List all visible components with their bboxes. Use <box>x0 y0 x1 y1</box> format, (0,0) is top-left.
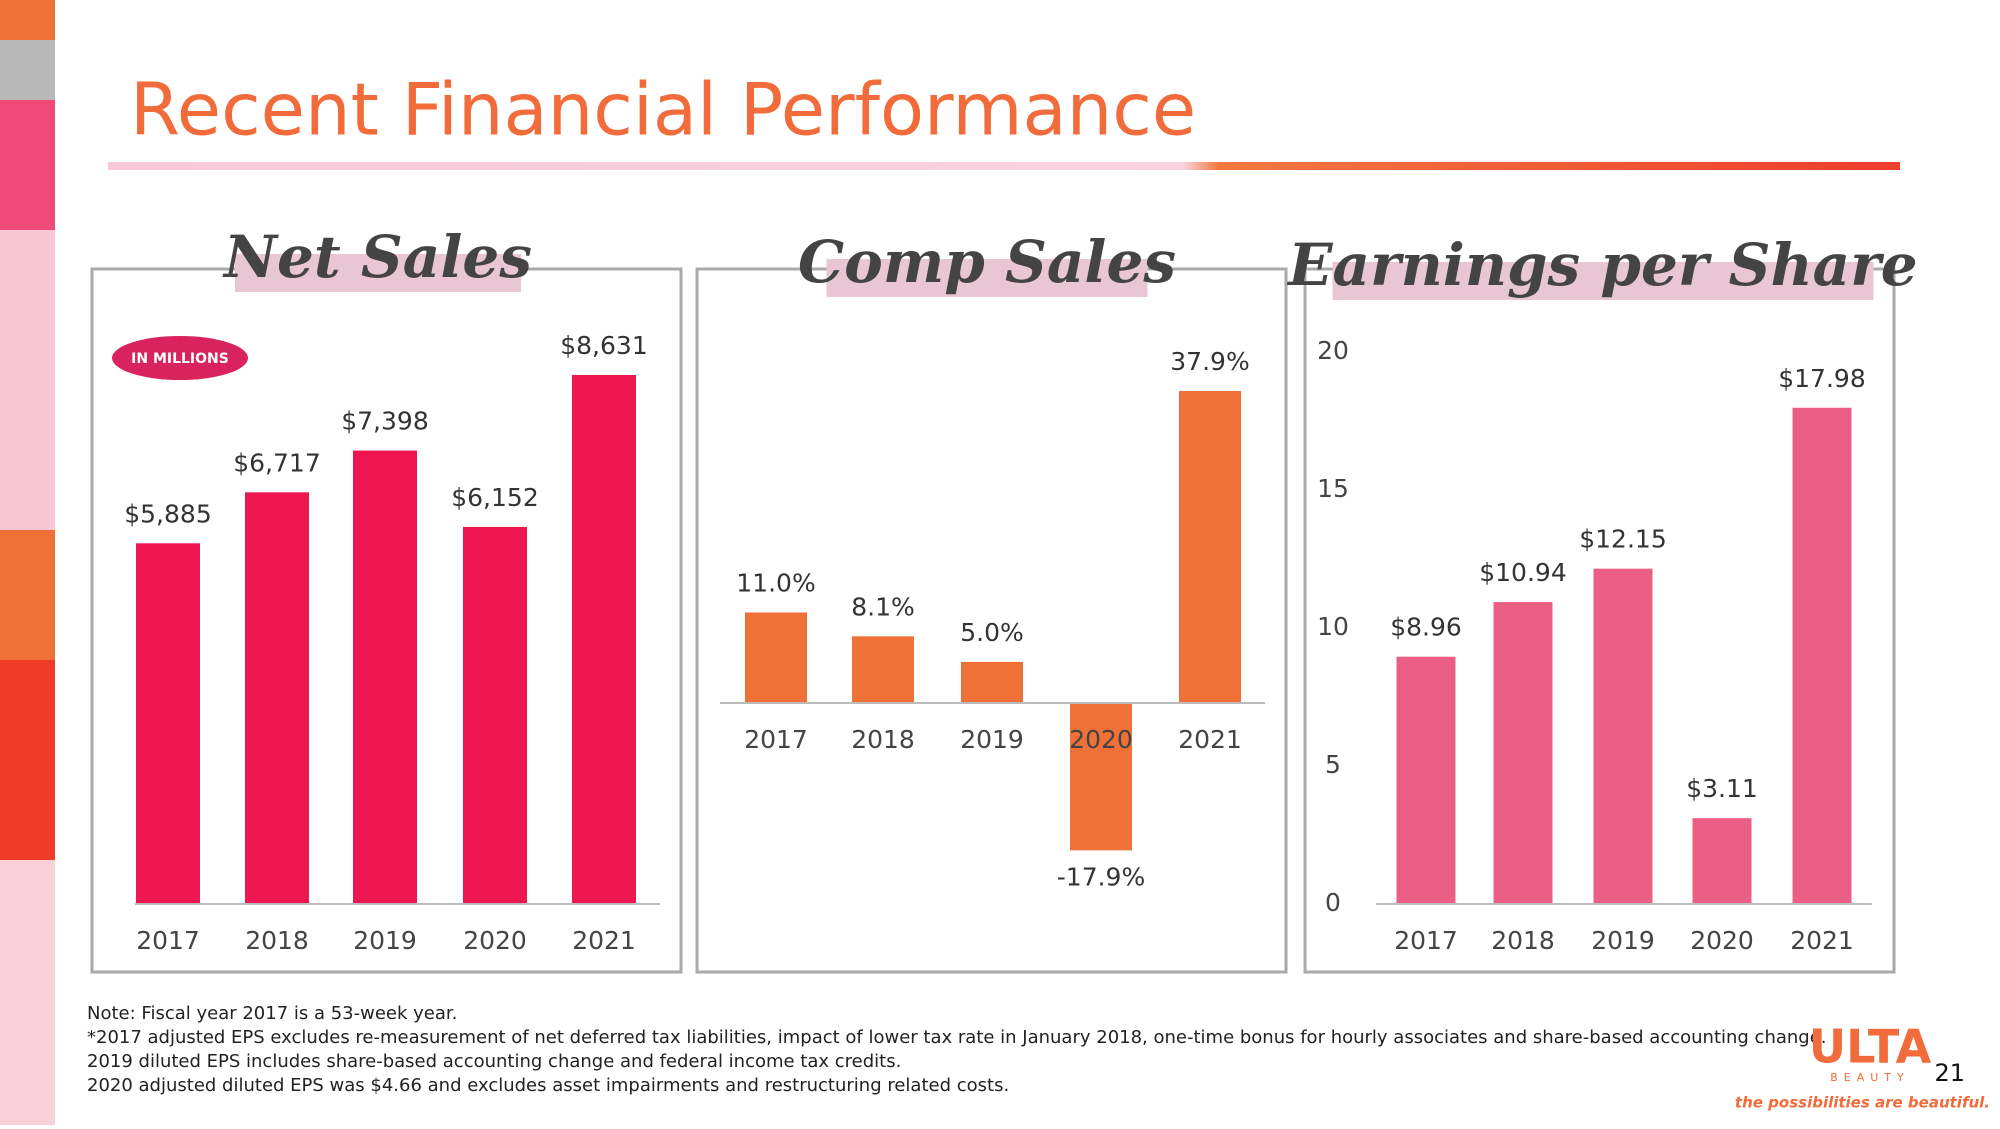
value-label: 8.1% <box>851 592 915 621</box>
badge-shape <box>112 336 248 380</box>
title-underline <box>108 162 1900 170</box>
bar <box>245 492 309 904</box>
x-tick-label: 2020 <box>1690 926 1754 955</box>
value-label: $17.98 <box>1778 364 1865 393</box>
bar <box>1593 568 1653 904</box>
page-number: 21 <box>1934 1059 1965 1087</box>
x-tick-label: 2018 <box>1491 926 1555 955</box>
x-tick-label: 2017 <box>136 926 200 955</box>
x-tick-label: 2018 <box>245 926 309 955</box>
note: Note: Fiscal year 2017 is a 53-week year… <box>87 1003 457 1024</box>
value-label: $8.96 <box>1390 613 1462 642</box>
title-highlight <box>1332 262 1874 300</box>
value-label: 37.9% <box>1170 347 1249 376</box>
value-label: $5,885 <box>124 499 211 528</box>
bar <box>136 543 200 904</box>
x-tick-label: 2019 <box>353 926 417 955</box>
bar <box>1792 407 1852 904</box>
bar <box>572 375 636 904</box>
x-tick-label: 2021 <box>572 926 636 955</box>
y-tick-label: 20 <box>1317 336 1349 365</box>
panel-title: Earnings per Share <box>1286 231 1917 299</box>
x-tick-label: 2020 <box>1069 725 1133 754</box>
x-tick-label: 2018 <box>851 725 915 754</box>
bar <box>961 661 1023 703</box>
slide-title: Recent Financial Performance <box>130 68 1196 152</box>
panel-title: Comp Sales <box>798 228 1176 296</box>
y-tick-label: 10 <box>1317 612 1349 641</box>
title-highlight <box>235 254 521 292</box>
panel-title: Net Sales <box>222 223 532 291</box>
bar <box>353 450 417 904</box>
x-tick-label: 2021 <box>1790 926 1854 955</box>
x-tick-label: 2020 <box>463 926 527 955</box>
value-label: $7,398 <box>341 407 428 436</box>
x-tick-label: 2017 <box>744 725 808 754</box>
badge: IN MILLIONS <box>131 351 229 367</box>
bar <box>852 636 914 703</box>
value-label: $6,717 <box>233 448 320 477</box>
logo-sub: BEAUTY <box>1830 1071 1910 1084</box>
title-highlight <box>826 259 1148 297</box>
bar <box>1493 602 1553 904</box>
bar <box>745 612 807 703</box>
value-label: $8,631 <box>560 331 647 360</box>
value-label: $6,152 <box>451 483 538 512</box>
value-label: $10.94 <box>1479 558 1566 587</box>
value-label: $12.15 <box>1579 525 1666 554</box>
tagline: the possibilities are beautiful. <box>1735 1094 1990 1112</box>
x-tick-label: 2017 <box>1394 926 1458 955</box>
bar <box>1396 656 1456 904</box>
y-tick-label: 5 <box>1325 750 1341 779</box>
value-label: $3.11 <box>1686 774 1758 803</box>
note: 2020 adjusted diluted EPS was $4.66 and … <box>87 1075 1009 1096</box>
bar <box>463 526 527 904</box>
bar <box>1070 703 1132 851</box>
y-tick-label: 0 <box>1325 888 1341 917</box>
note: 2019 diluted EPS includes share-based ac… <box>87 1051 901 1072</box>
x-tick-label: 2021 <box>1178 725 1242 754</box>
value-label: -17.9% <box>1057 862 1145 891</box>
value-label: 11.0% <box>736 568 815 597</box>
note: *2017 adjusted EPS excludes re-measureme… <box>87 1027 1827 1048</box>
value-label: 5.0% <box>960 618 1024 647</box>
bar <box>1692 818 1752 904</box>
side-strip <box>0 0 55 1125</box>
x-tick-label: 2019 <box>960 725 1024 754</box>
logo: ULTA <box>1809 1020 1932 1074</box>
x-tick-label: 2019 <box>1591 926 1655 955</box>
bar <box>1179 391 1241 703</box>
y-tick-label: 15 <box>1317 474 1349 503</box>
